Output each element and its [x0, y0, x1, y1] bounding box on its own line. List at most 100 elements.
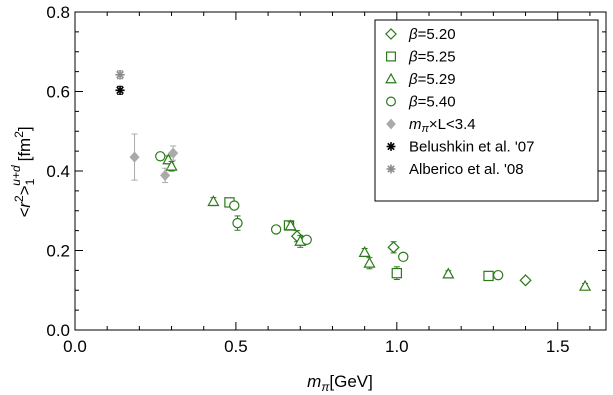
marker-diamond [519, 274, 532, 287]
data-point [579, 279, 592, 291]
marker-circle [270, 224, 282, 235]
x-axis-label-unit: [GeV] [329, 372, 372, 391]
y-axis-label-open: <r [15, 201, 34, 218]
legend-entry: Belushkin et al. '07 [386, 139, 534, 156]
legend-label-beta: β [408, 26, 418, 43]
legend-label-sub: π [422, 123, 430, 135]
data-point [160, 167, 171, 184]
marker-diamond [385, 28, 397, 40]
legend-label: β=5.29 [408, 71, 456, 88]
marker-triangle [363, 256, 376, 268]
y-axis-label-sup: 2 [12, 195, 26, 202]
marker-triangle [165, 159, 178, 171]
legend-entry: β=5.40 [386, 94, 456, 111]
y-axis-label-flavor: u+d [9, 165, 23, 186]
legend-label: Alberico et al. '08 [409, 161, 524, 178]
legend-label-beta: β [408, 94, 418, 111]
series-1 [224, 197, 494, 282]
data-point [519, 274, 532, 287]
x-axis-label-sub: π [321, 380, 330, 394]
legend-label-value: =5.25 [418, 49, 456, 66]
marker-triangle [358, 245, 371, 257]
marker-diamond-filled [160, 169, 171, 181]
marker-asterisk-d2 [116, 86, 124, 95]
marker-circle [301, 234, 312, 245]
data-point [270, 224, 282, 235]
legend-entry: Alberico et al. '08 [386, 161, 524, 178]
data-point [207, 195, 220, 207]
marker-diamond-filled [386, 118, 396, 130]
legend-label-beta: β [408, 71, 418, 88]
y-axis-label-unit-close: ] [15, 126, 34, 131]
y-tick-label: 0.0 [46, 321, 70, 340]
series-5 [115, 85, 125, 95]
data-point [398, 251, 409, 263]
legend-label: mπ×L<3.4 [409, 116, 476, 135]
series-6 [115, 70, 125, 80]
marker-triangle [207, 195, 220, 207]
data-point [442, 267, 455, 279]
marker-circle [398, 251, 409, 263]
data-point [115, 85, 125, 95]
data-point [391, 266, 403, 281]
data-point [229, 200, 240, 211]
y-axis-label-sub: 1 [23, 178, 37, 185]
legend: β=5.20β=5.25β=5.29β=5.40mπ×L<3.4Belushki… [374, 19, 599, 202]
legend-label: β=5.20 [408, 26, 456, 43]
x-axis-label: mπ[GeV] [307, 372, 373, 394]
marker-circle [492, 269, 504, 281]
marker-circle [229, 200, 240, 211]
y-axis-label: <r2>1u+d[fm2] [9, 126, 37, 217]
data-point [168, 145, 179, 161]
x-tick-label: 1.5 [546, 337, 570, 356]
marker-triangle [284, 219, 297, 231]
x-axis-label-var: m [307, 372, 321, 391]
marker-triangle [442, 267, 455, 279]
legend-label-beta: β [408, 49, 418, 66]
marker-diamond-filled [129, 151, 140, 163]
legend-entry: β=5.25 [386, 49, 456, 66]
marker-square [483, 270, 494, 282]
data-point [129, 133, 140, 181]
y-tick-label: 0.4 [46, 162, 70, 181]
legend-label: β=5.40 [408, 94, 456, 111]
legend-label-var: m [409, 116, 422, 133]
marker-asterisk-d2 [116, 70, 124, 79]
tick-labels: 0.0 0.5 1.0 1.5 0.0 0.2 0.4 0.6 0.8 [46, 3, 569, 356]
marker-asterisk-d2 [387, 165, 395, 173]
y-tick-label: 0.6 [46, 83, 70, 102]
marker-circle [386, 96, 397, 107]
marker-triangle [579, 279, 592, 291]
marker-square [386, 51, 397, 62]
data-point [387, 241, 400, 254]
legend-entry: β=5.20 [385, 26, 456, 43]
data-point [363, 256, 376, 270]
legend-box [374, 19, 599, 202]
data-point [155, 151, 166, 162]
y-tick-label: 0.8 [46, 3, 70, 22]
legend-entry: β=5.29 [385, 71, 456, 88]
series-4 [129, 133, 179, 184]
legend-entry: mπ×L<3.4 [386, 116, 476, 135]
marker-circle [232, 217, 243, 229]
marker-diamond [387, 241, 400, 254]
legend-label: Belushkin et al. '07 [409, 139, 534, 156]
marker-asterisk-d2 [387, 142, 395, 151]
y-axis-label-unit: [fm [15, 138, 34, 162]
data-point [284, 219, 297, 231]
marker-square [391, 267, 403, 279]
data-point [115, 70, 125, 80]
series-3 [155, 151, 504, 281]
legend-label-value: =5.20 [418, 26, 456, 43]
legend-label-value: =5.29 [418, 71, 456, 88]
data-point [165, 159, 178, 172]
data-point [232, 215, 243, 231]
y-axis-label-close: > [15, 185, 34, 195]
marker-diamond-filled [168, 147, 179, 159]
axis-ticks [74, 11, 606, 331]
data-point [492, 269, 504, 281]
x-tick-label: 1.0 [385, 337, 409, 356]
data-point [358, 245, 371, 257]
x-tick-label: 0.5 [224, 337, 248, 356]
